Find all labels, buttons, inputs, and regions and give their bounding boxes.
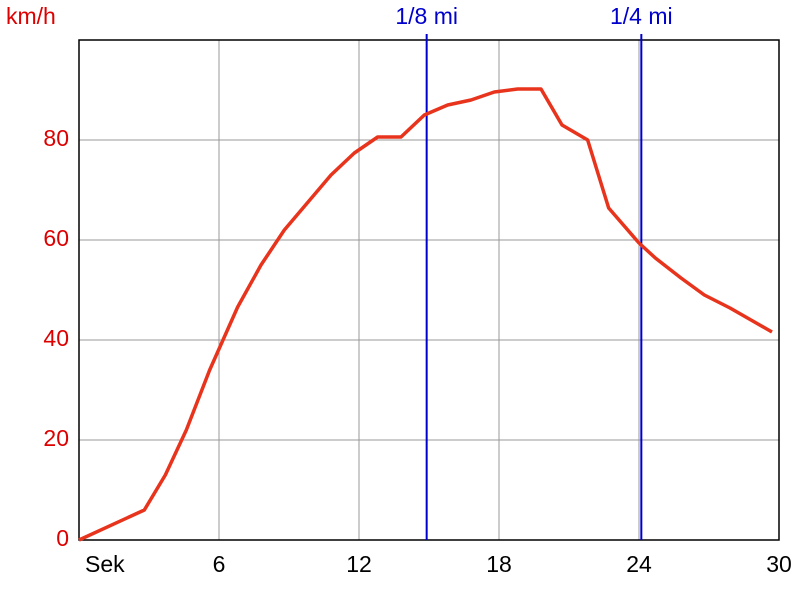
y-tick-label: 80 — [43, 125, 69, 151]
y-tick-label: 60 — [43, 225, 69, 251]
distance-marker-label: 1/4 mi — [610, 3, 673, 29]
x-tick-label: 12 — [346, 551, 372, 577]
x-tick-label: 6 — [213, 551, 226, 577]
x-tick-label: 18 — [486, 551, 512, 577]
line-series — [78, 87, 773, 542]
y-axis-label: km/h — [6, 3, 56, 29]
x-tick-label: Sek — [85, 551, 125, 577]
distance-marker-label: 1/8 mi — [395, 3, 458, 29]
y-tick-label: 20 — [43, 425, 69, 451]
x-tick-label: 24 — [626, 551, 652, 577]
y-tick-label: 40 — [43, 325, 69, 351]
plot-border — [78, 39, 780, 541]
x-tick-label: 30 — [766, 551, 792, 577]
y-tick-label: 0 — [56, 525, 69, 551]
